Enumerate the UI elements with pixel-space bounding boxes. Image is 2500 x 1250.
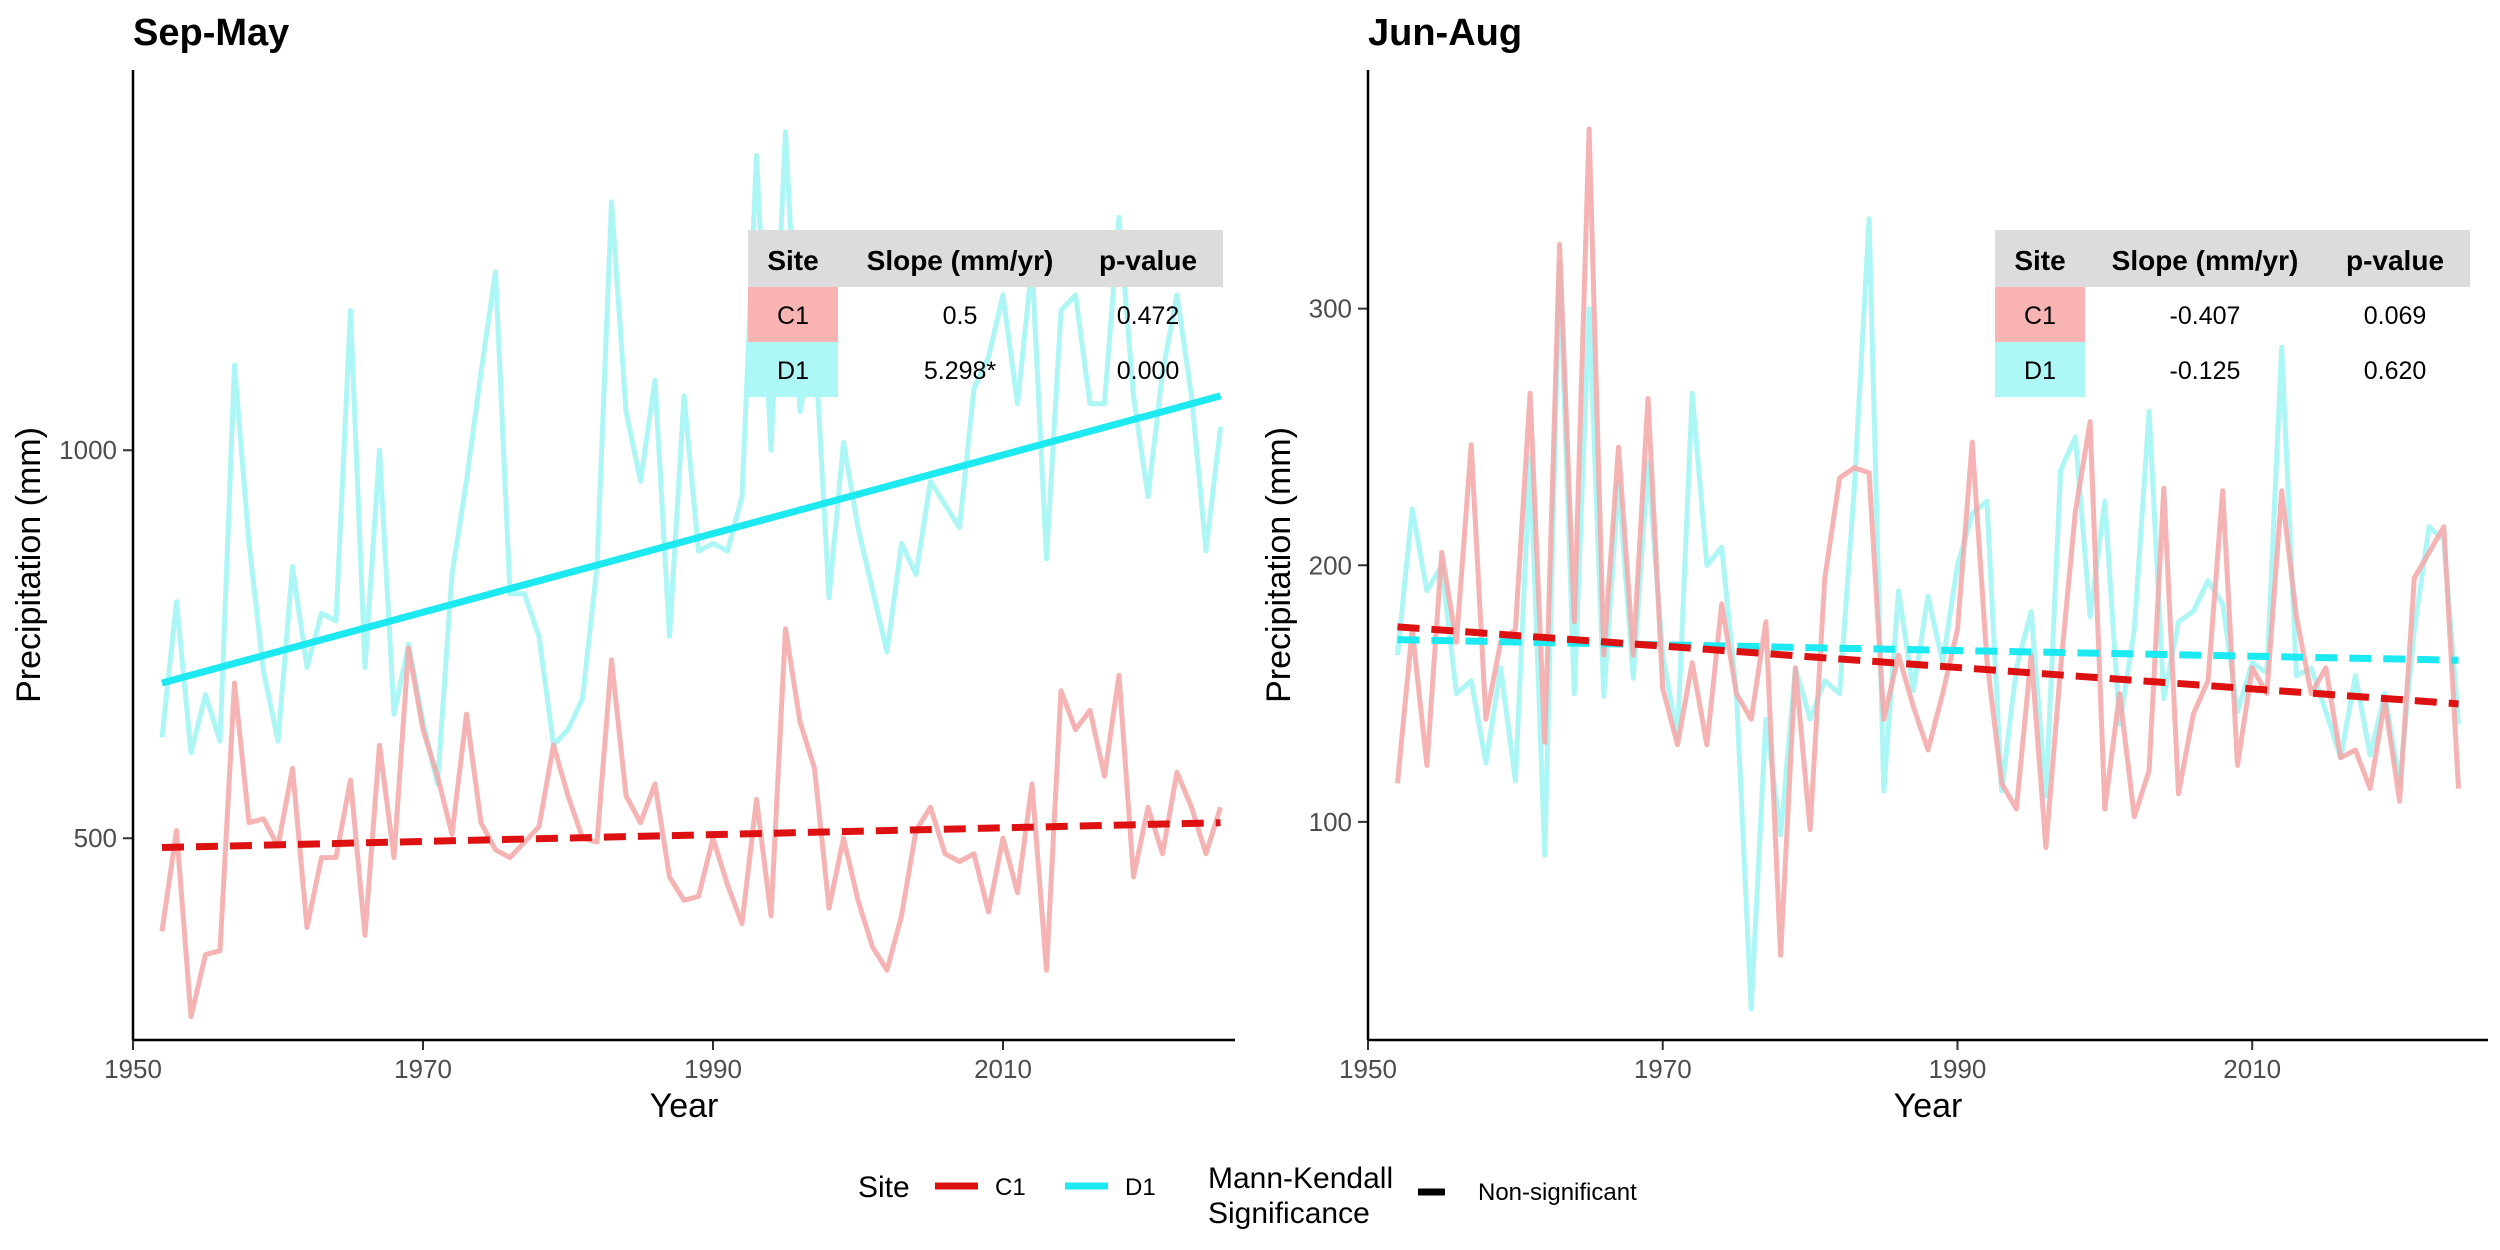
- trend-layer: [1397, 623, 2459, 708]
- tick-layer: 1950 1970 1990 2010 500 1000: [59, 435, 1032, 1084]
- table-row-d1-slope: -0.125: [2170, 357, 2241, 385]
- x-tick-label: 2010: [974, 1054, 1032, 1084]
- table-row-c1-site: C1: [777, 302, 809, 330]
- table-header-bg: [748, 230, 1223, 287]
- y-tick-label: 200: [1309, 550, 1352, 580]
- x-tick-label: 1970: [1634, 1054, 1692, 1084]
- panel-sep-may: Sep-May Precipitation (mm) Year 1950 1970…: [10, 12, 1235, 1125]
- table-row-c1-p-value: 0.069: [2364, 302, 2427, 330]
- series-line-c1: [159, 626, 1223, 1020]
- series-line-d1: [159, 129, 1223, 787]
- x-tick-label: 1970: [394, 1054, 452, 1084]
- legend-d1-label: D1: [1125, 1174, 1156, 1201]
- trend-line-c1: [1397, 623, 2459, 708]
- y-tick-label: 500: [74, 823, 117, 853]
- trend-line-d1: [161, 392, 1222, 687]
- series-line-c1: [1395, 126, 2461, 958]
- panel-title: Jun-Aug: [1368, 12, 1522, 54]
- series-line-d1: [1395, 216, 2461, 1012]
- legend: Site C1 D1 Mann-Kendall Significance Non…: [858, 1162, 1637, 1230]
- panel-title: Sep-May: [133, 12, 289, 54]
- d1-cell-bg: [1995, 342, 2085, 397]
- legend-non-significant-label: Non-significant: [1478, 1179, 1637, 1206]
- axes: [131, 70, 1235, 1042]
- table-row-d1-p-value: 0.620: [2364, 357, 2427, 385]
- stats-table: Site Slope (mm/yr) p-value C1 0.5 0.472 …: [748, 230, 1223, 397]
- y-tick-label: 100: [1309, 807, 1352, 837]
- c1-cell-bg: [1995, 287, 2085, 342]
- stats-table: Site Slope (mm/yr) p-value C1 -0.407 0.0…: [1995, 230, 2470, 397]
- x-tick-label: 1990: [684, 1054, 742, 1084]
- y-axis-title: Precipitation (mm): [10, 427, 48, 703]
- axes: [1366, 70, 2488, 1042]
- x-tick-label: 1950: [104, 1054, 162, 1084]
- table-header-bg: [1995, 230, 2470, 287]
- legend-significance-title-line2: Significance: [1208, 1197, 1370, 1230]
- y-axis-title: Precipitation (mm): [1260, 427, 1298, 703]
- tick-layer: 1950 1970 1990 2010 100 200 300: [1309, 294, 2282, 1084]
- table-row-c1-p-value: 0.472: [1117, 302, 1180, 330]
- table-row-d1-site: D1: [2024, 357, 2056, 385]
- x-tick-label: 2010: [2223, 1054, 2281, 1084]
- trend-line-c1: [161, 819, 1221, 852]
- legend-site-title: Site: [858, 1171, 910, 1204]
- table-header-p-value: p-value: [2346, 245, 2444, 276]
- table-row-d1-p-value: 0.000: [1117, 357, 1180, 385]
- table-row-d1-site: D1: [777, 357, 809, 385]
- legend-c1-label: C1: [995, 1174, 1026, 1201]
- y-tick-label: 300: [1309, 294, 1352, 324]
- table-row-d1-slope: 5.298*: [924, 357, 997, 385]
- table-header-site: Site: [2014, 245, 2065, 276]
- y-tick-label: 1000: [59, 435, 117, 465]
- legend-significance-title-line1: Mann-Kendall: [1208, 1162, 1393, 1195]
- panel-jun-aug: Jun-Aug Precipitation (mm) Year 1950 1970…: [1260, 12, 2488, 1125]
- x-tick-label: 1950: [1339, 1054, 1397, 1084]
- series-layer: [1395, 126, 2461, 1012]
- x-tick-label: 1990: [1929, 1054, 1987, 1084]
- trend-layer: [161, 392, 1222, 852]
- table-row-c1-slope: 0.5: [943, 302, 978, 330]
- d1-cell-bg: [748, 342, 838, 397]
- c1-cell-bg: [748, 287, 838, 342]
- x-axis-title: Year: [1894, 1087, 1963, 1125]
- table-header-slope: Slope (mm/yr): [867, 245, 1054, 276]
- table-header-site: Site: [767, 245, 818, 276]
- table-header-slope: Slope (mm/yr): [2112, 245, 2299, 276]
- x-axis-title: Year: [650, 1087, 719, 1125]
- table-header-p-value: p-value: [1099, 245, 1197, 276]
- table-row-c1-slope: -0.407: [2170, 302, 2241, 330]
- table-row-c1-site: C1: [2024, 302, 2056, 330]
